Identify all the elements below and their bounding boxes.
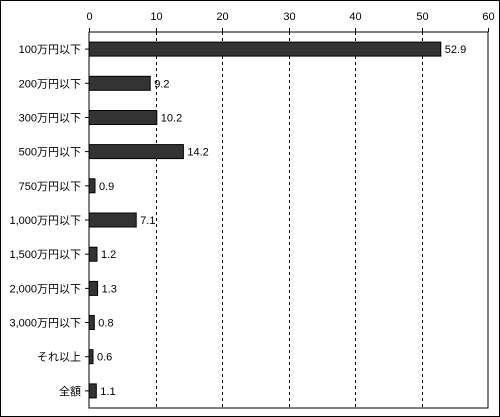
category-label: 300万円以下 [19, 113, 81, 125]
x-tick-label: 50 [416, 11, 428, 23]
category-label: 100万円以下 [19, 44, 81, 56]
data-label: 52.9 [445, 44, 466, 56]
x-tick-label: 20 [216, 11, 228, 23]
bar [88, 144, 184, 160]
bar [88, 383, 97, 399]
x-tick-label: 30 [283, 11, 295, 23]
bar [88, 315, 95, 330]
data-label: 0.9 [99, 181, 114, 193]
category-label: それ以上 [37, 351, 81, 364]
data-label: 0.8 [98, 318, 113, 330]
data-label: 1.1 [100, 386, 115, 398]
category-label: 1,500万円以下 [9, 249, 81, 261]
category-label: 750万円以下 [19, 181, 81, 193]
x-tick-label: 60 [482, 11, 494, 23]
bar [88, 349, 94, 365]
data-label: 7.1 [140, 215, 155, 227]
bar [88, 178, 96, 194]
bar [88, 212, 137, 228]
data-label: 10.2 [161, 113, 182, 125]
bar [88, 41, 442, 57]
category-label: 1,000万円以下 [9, 215, 81, 227]
bar [88, 280, 99, 296]
category-label: 500万円以下 [19, 147, 81, 159]
x-tick-label: 10 [150, 11, 162, 23]
bar [88, 246, 98, 262]
category-label: 2,000万円以下 [9, 283, 81, 295]
data-label: 14.2 [187, 147, 208, 159]
grid-lines [156, 32, 423, 408]
data-label: 9.2 [154, 78, 169, 90]
category-label: 3,000万円以下 [9, 318, 81, 330]
labels: 0 10 20 30 40 50 60 100万円以下 52.9 200万円以下 9.2 300万円以… [9, 11, 494, 398]
data-label: 1.2 [101, 249, 116, 261]
bar [88, 110, 158, 125]
category-label: 全額 [59, 384, 81, 398]
data-label: 1.3 [102, 283, 117, 295]
data-label: 0.6 [97, 352, 112, 364]
x-tick-label: 40 [349, 11, 361, 23]
x-tick-label: 0 [86, 11, 92, 23]
bar [88, 75, 151, 91]
bars [88, 41, 442, 399]
category-label: 200万円以下 [19, 78, 81, 90]
